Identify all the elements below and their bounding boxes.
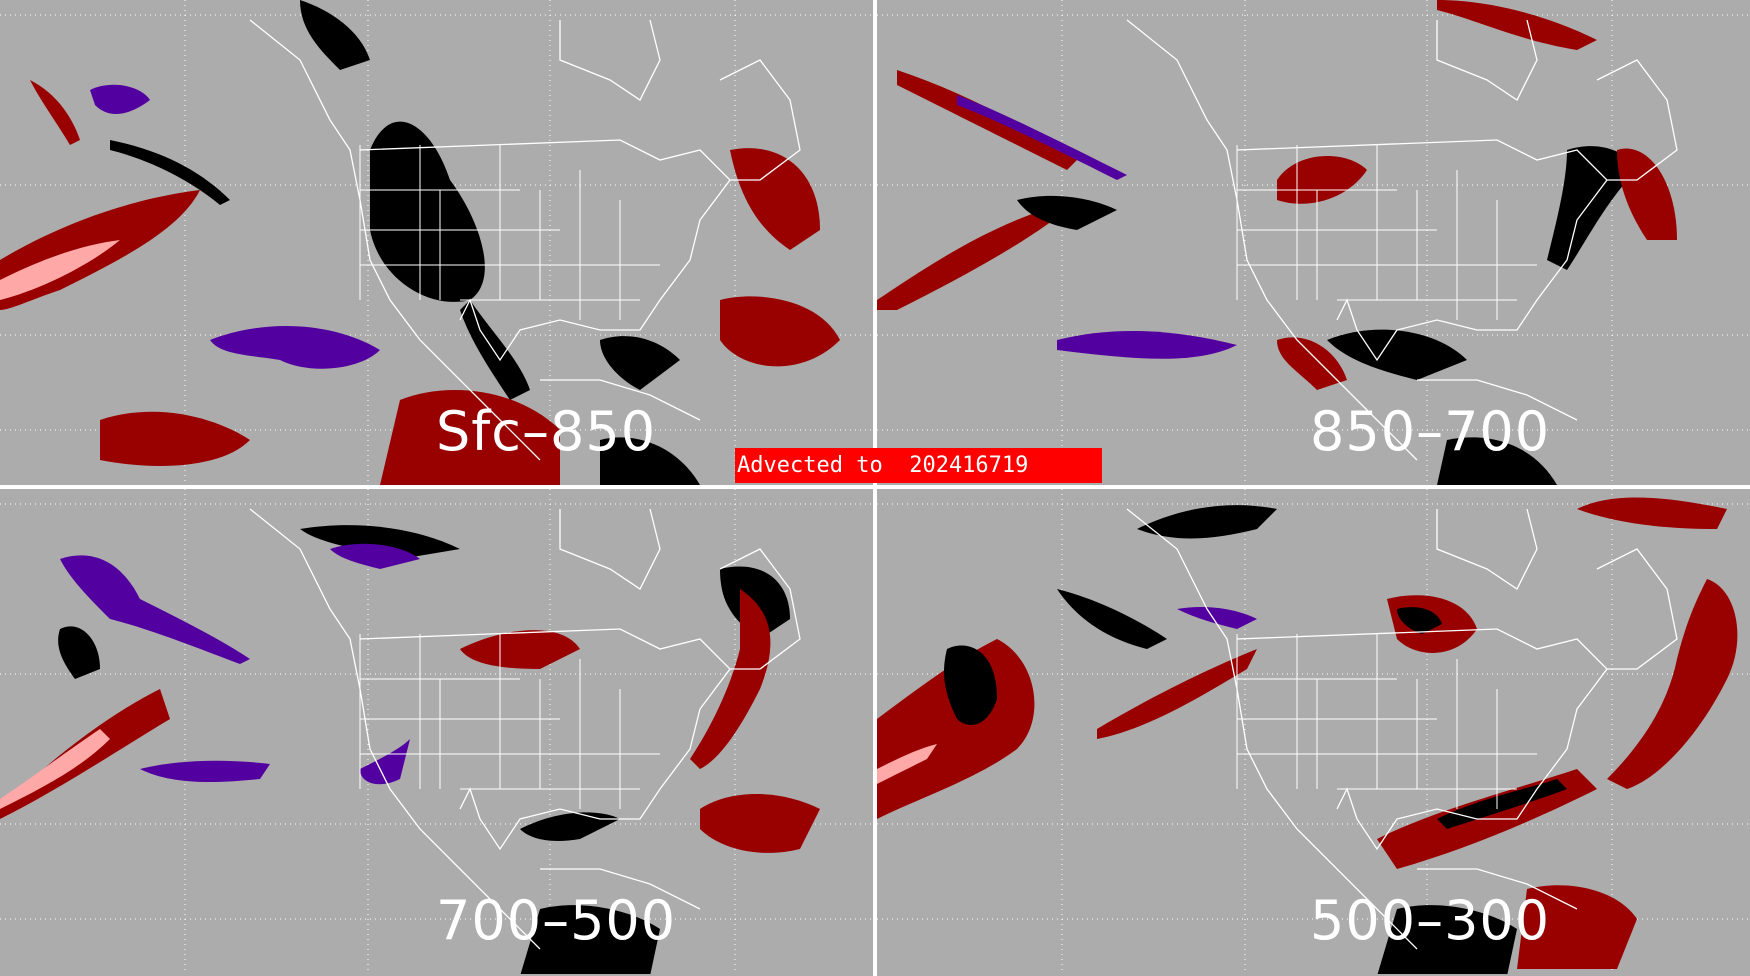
- trajectory-region: [380, 390, 560, 485]
- trajectory-region: [1397, 607, 1442, 634]
- coastline: [1126, 508, 1678, 950]
- state-boundaries: [359, 145, 660, 320]
- map-canvas: [0, 489, 873, 974]
- state-boundaries: [359, 634, 660, 809]
- trajectory-region: [1617, 148, 1677, 240]
- trajectory-region: [700, 794, 820, 853]
- layer-label-sfc-850: Sfc–850: [436, 400, 657, 463]
- coastline: [249, 19, 801, 461]
- panel-700-500: [0, 489, 873, 976]
- trajectory-region: [520, 905, 660, 974]
- state-boundaries: [1236, 634, 1537, 809]
- trajectory-region: [60, 555, 250, 664]
- trajectory-region: [897, 70, 1077, 170]
- trajectory-region: [1547, 146, 1637, 270]
- banner-value: 202416719: [909, 453, 1029, 478]
- layer-label-700-500: 700–500: [436, 889, 677, 952]
- trajectory-region: [1137, 505, 1277, 539]
- trajectory-region: [1327, 329, 1467, 380]
- panel-500-300: [877, 489, 1750, 976]
- layer-label-850-700: 850–700: [1310, 400, 1551, 463]
- trajectory-region: [0, 240, 120, 300]
- trajectory-region: [330, 543, 420, 569]
- panel-850-700: [877, 0, 1750, 485]
- panel-sfc-850: [0, 0, 873, 485]
- trajectory-region: [30, 80, 80, 145]
- advected-time-banner: Advected to 202416719: [735, 448, 1102, 483]
- trajectory-region: [944, 645, 997, 725]
- trajectory-region: [1057, 589, 1167, 649]
- trajectory-region: [1017, 195, 1117, 230]
- trajectory-region: [720, 296, 840, 367]
- trajectory-region: [140, 760, 270, 782]
- trajectory-region: [1097, 649, 1257, 739]
- trajectory-region: [90, 84, 150, 115]
- trajectory-region: [520, 812, 620, 841]
- trajectory-region: [300, 525, 460, 559]
- trajectory-region: [360, 739, 410, 785]
- trajectory-region: [1517, 885, 1637, 969]
- trajectory-region: [1437, 0, 1597, 50]
- trajectory-region: [730, 148, 820, 250]
- trajectory-region: [1057, 330, 1237, 359]
- trajectory-region: [600, 336, 680, 390]
- trajectory-region: [877, 744, 937, 784]
- trajectory-region: [370, 121, 485, 302]
- trajectory-region: [1277, 156, 1367, 204]
- trajectory-region: [100, 411, 250, 466]
- trajectory-region: [1607, 579, 1738, 789]
- trajectory-region: [58, 626, 100, 679]
- trajectory-region: [600, 437, 700, 485]
- trajectory-region: [957, 95, 1127, 180]
- map-canvas: [0, 0, 873, 485]
- map-canvas: [877, 489, 1750, 974]
- trajectory-region: [460, 630, 580, 669]
- trajectory-region: [690, 589, 771, 769]
- trajectory-region: [460, 300, 530, 400]
- trajectory-region: [877, 200, 1077, 310]
- trajectory-region: [1377, 905, 1517, 974]
- trajectory-region: [300, 0, 370, 70]
- coastline: [1126, 19, 1678, 461]
- trajectory-region: [1277, 337, 1347, 390]
- layer-label-500-300: 500–300: [1310, 889, 1551, 952]
- state-boundaries: [1236, 145, 1537, 320]
- trajectory-region: [210, 326, 380, 369]
- trajectory-region: [1437, 437, 1557, 485]
- trajectory-region: [1177, 607, 1257, 629]
- trajectory-region: [0, 729, 110, 809]
- banner-prefix: Advected to: [737, 453, 883, 478]
- trajectory-region: [1577, 497, 1727, 529]
- map-canvas: [877, 0, 1750, 485]
- trajectory-region: [110, 140, 230, 205]
- coastline: [249, 508, 801, 950]
